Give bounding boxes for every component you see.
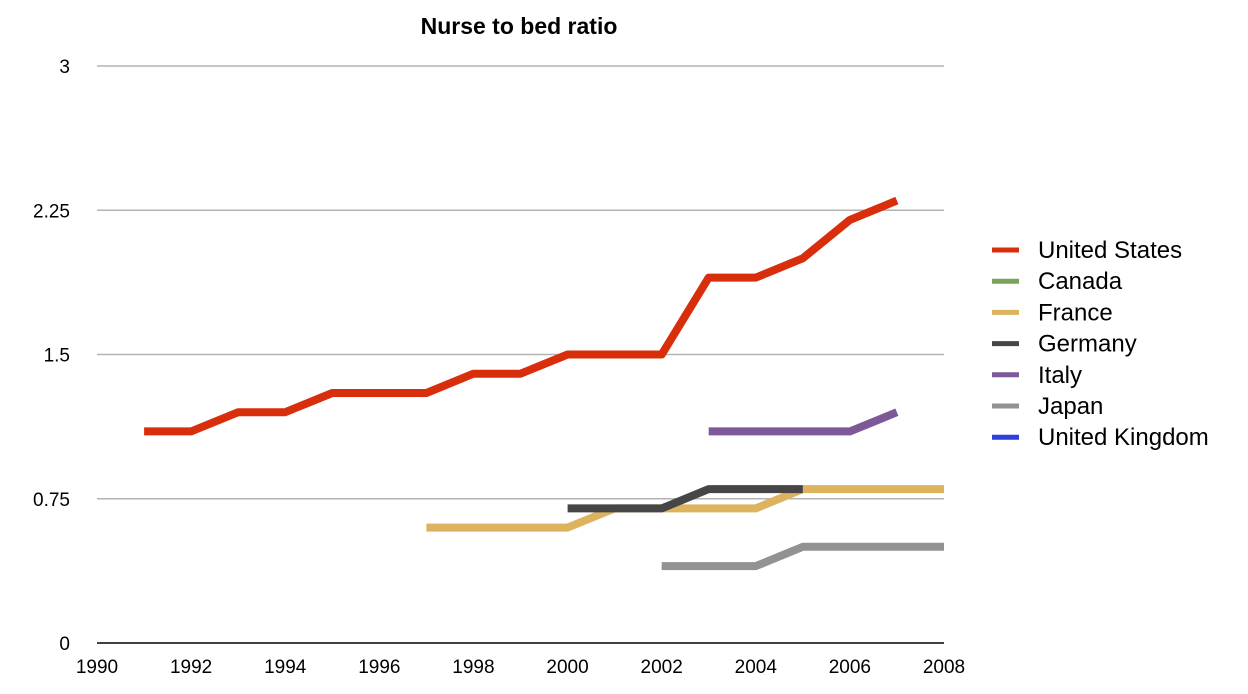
legend-label-italy: Italy bbox=[1038, 362, 1082, 389]
x-tick-label: 2004 bbox=[735, 657, 778, 678]
chart-title: Nurse to bed ratio bbox=[421, 13, 618, 39]
y-tick-label: 0 bbox=[59, 634, 70, 655]
x-tick-label: 2008 bbox=[923, 657, 965, 678]
series-line-germany bbox=[567, 485, 803, 513]
series-line-italy bbox=[708, 408, 899, 436]
x-tick-label: 1994 bbox=[264, 657, 307, 678]
legend-label-germany: Germany bbox=[1038, 331, 1137, 358]
legend-label-united-states: United States bbox=[1038, 237, 1182, 264]
series-line-united-states bbox=[144, 196, 899, 436]
x-tick-label: 2000 bbox=[546, 657, 588, 678]
x-tick-label: 1996 bbox=[358, 657, 400, 678]
y-tick-label: 0.75 bbox=[33, 490, 70, 511]
y-tick-label: 2.25 bbox=[33, 201, 70, 222]
legend-label-france: France bbox=[1038, 299, 1113, 326]
y-tick-label: 3 bbox=[59, 57, 70, 78]
series-line-france bbox=[426, 485, 944, 532]
series-lines bbox=[144, 196, 944, 571]
legend-label-united-kingdom: United Kingdom bbox=[1038, 424, 1209, 451]
y-tick-label: 1.5 bbox=[44, 346, 70, 367]
gridlines bbox=[97, 65, 944, 644]
legend: United States Canada France Germany Italy Jap… bbox=[992, 237, 1209, 451]
legend-label-japan: Japan bbox=[1038, 393, 1103, 420]
x-tick-label: 1992 bbox=[170, 657, 212, 678]
legend-label-canada: Canada bbox=[1038, 268, 1123, 295]
x-tick-label: 1998 bbox=[452, 657, 494, 678]
x-axis-ticks: 1990 1992 1994 1996 1998 2000 2002 2004 2006 2008 bbox=[76, 657, 965, 678]
x-tick-label: 2002 bbox=[641, 657, 683, 678]
y-axis-ticks: 0 0.75 1.5 2.25 3 bbox=[33, 57, 70, 655]
x-tick-label: 2006 bbox=[829, 657, 871, 678]
x-tick-label: 1990 bbox=[76, 657, 118, 678]
series-line-japan bbox=[661, 542, 944, 571]
